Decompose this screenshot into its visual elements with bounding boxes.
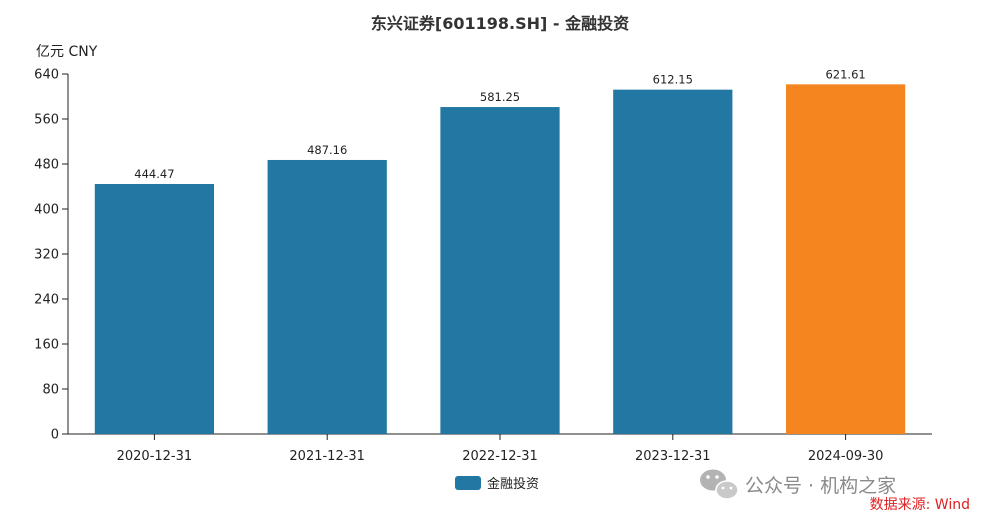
x-tick-label: 2022-12-31 — [462, 449, 538, 464]
data-labels-group: 444.47 487.16 581.25 612.15 621.61 — [134, 67, 865, 181]
x-tick-label: 2021-12-31 — [289, 449, 365, 464]
source-note: 数据来源: Wind — [870, 497, 970, 513]
y-axis: 0 80 160 240 320 400 480 560 640 — [34, 68, 69, 443]
y-tick-label: 560 — [34, 113, 59, 128]
x-tick-label: 2023-12-31 — [635, 449, 711, 464]
y-unit-label: 亿元 CNY — [36, 44, 98, 60]
y-tick-label: 480 — [34, 158, 59, 173]
bar-2023-12-31 — [613, 89, 733, 435]
wechat-icon — [700, 469, 739, 500]
y-tick-label: 240 — [34, 293, 59, 308]
x-tick-label: 2024-09-30 — [808, 449, 884, 464]
y-tick-label: 320 — [34, 248, 59, 263]
data-label: 612.15 — [653, 73, 693, 87]
x-axis: 2020-12-31 2021-12-31 2022-12-31 2023-12-31… — [68, 433, 932, 464]
legend: 金融投资 — [455, 476, 539, 492]
x-tick-label: 2020-12-31 — [117, 449, 193, 464]
watermark-text: 公众号 · 机构之家 — [745, 475, 896, 497]
bar-2020-12-31 — [94, 183, 215, 434]
y-tick-label: 0 — [51, 428, 59, 443]
legend-swatch — [455, 476, 481, 490]
data-label: 487.16 — [307, 143, 347, 157]
bar-2021-12-31 — [267, 159, 387, 434]
chart-title: 东兴证券[601198.SH] - 金融投资 — [371, 14, 629, 33]
y-tick-label: 160 — [34, 338, 59, 353]
y-tick-label: 400 — [34, 203, 59, 218]
y-tick-label: 640 — [34, 68, 59, 83]
y-tick-label: 80 — [42, 383, 59, 398]
bars-group — [94, 84, 906, 435]
data-label: 581.25 — [480, 90, 520, 104]
legend-label: 金融投资 — [487, 476, 539, 492]
data-label: 444.47 — [134, 167, 174, 181]
bar-2024-09-30 — [785, 84, 906, 435]
data-label: 621.61 — [825, 67, 865, 81]
bar-2022-12-31 — [440, 107, 560, 434]
watermark: 公众号 · 机构之家 — [700, 469, 896, 500]
